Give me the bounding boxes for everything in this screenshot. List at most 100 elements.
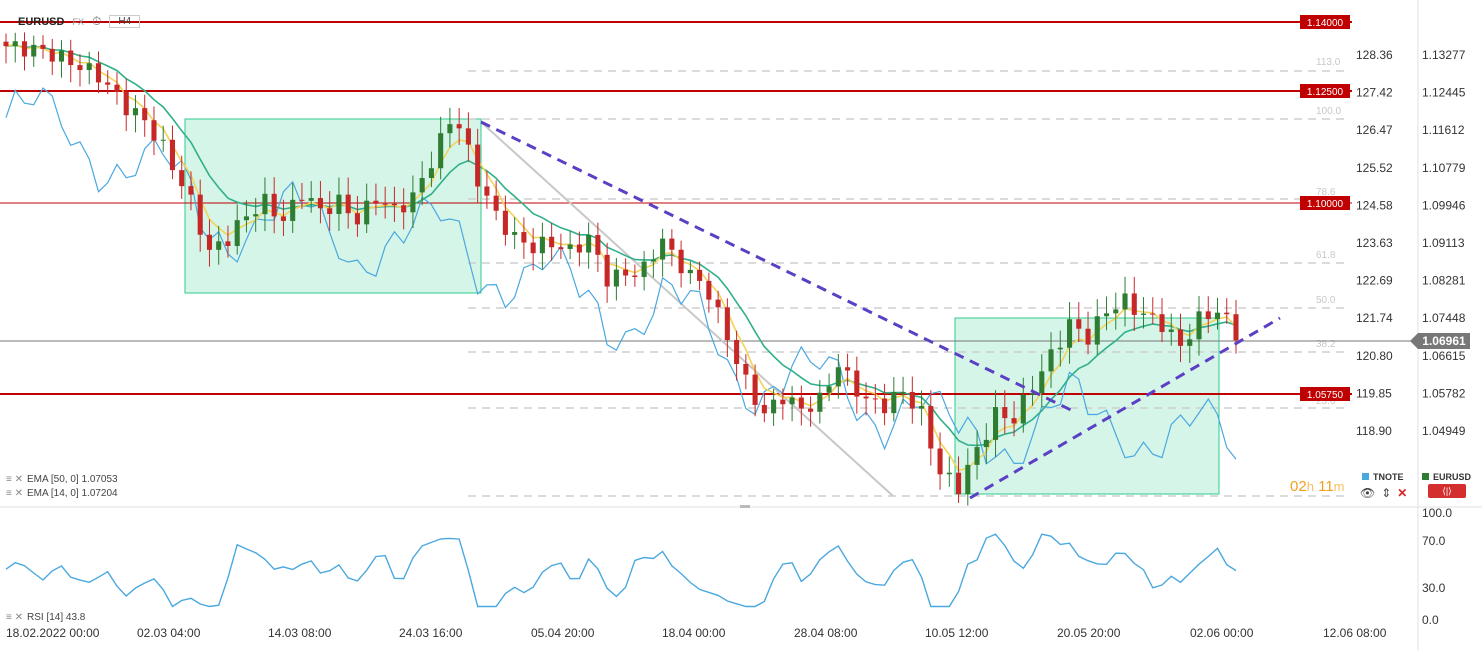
- candle: [845, 367, 851, 371]
- candle: [1094, 316, 1100, 345]
- candle: [993, 407, 999, 440]
- ema50-line: [5, 44, 1237, 447]
- candle: [206, 234, 213, 250]
- ema14-legend[interactable]: ≡ ✕ EMA [14, 0] 1.07204: [6, 488, 118, 499]
- candle: [539, 236, 545, 254]
- legend-tnote[interactable]: TNOTE: [1362, 472, 1404, 482]
- fibonacci-label: 100.0: [1316, 106, 1341, 117]
- candle: [530, 242, 536, 254]
- tnote-tick-label: 120.80: [1356, 349, 1393, 363]
- candle: [549, 236, 555, 248]
- legend-eurusd[interactable]: EURUSD: [1422, 472, 1471, 482]
- fibonacci-label: 113.0: [1316, 57, 1341, 68]
- ema50-legend[interactable]: ≡ ✕ EMA [50, 0] 1.07053: [6, 474, 118, 485]
- current-price-label: 1.06961: [1422, 334, 1466, 348]
- time-tick-label: 20.05 20:00: [1057, 626, 1121, 640]
- candle: [826, 386, 832, 393]
- candle: [21, 41, 28, 57]
- legend-swatch: [1362, 473, 1369, 480]
- candle: [558, 247, 564, 249]
- candle: [789, 397, 795, 405]
- candle: [502, 210, 508, 235]
- candle: [114, 84, 120, 92]
- timeframe-selector[interactable]: H4: [109, 15, 141, 28]
- candle: [641, 261, 647, 278]
- sort-icon[interactable]: ⇕: [1381, 486, 1392, 500]
- candle: [299, 199, 305, 201]
- clock-icon[interactable]: ⏱: [91, 14, 102, 28]
- remove-icon[interactable]: ≡ ✕: [6, 474, 23, 485]
- price-tick-label: 1.11612: [1422, 123, 1465, 137]
- rsi-line: [5, 533, 1237, 608]
- candle: [280, 216, 286, 221]
- candles-style-button[interactable]: ⟨|⟩: [1428, 484, 1466, 498]
- eye-icon[interactable]: 👁: [1360, 486, 1376, 500]
- candle: [354, 213, 360, 225]
- legend-swatch: [1422, 473, 1429, 480]
- tnote-tick-label: 124.58: [1356, 198, 1393, 212]
- candle: [974, 447, 980, 465]
- price-tick-label: 1.09113: [1422, 236, 1465, 250]
- symbol-label[interactable]: EURUSD: [18, 15, 65, 28]
- candle: [1103, 313, 1110, 317]
- candle: [1122, 293, 1128, 310]
- candle: [567, 244, 573, 249]
- candle: [243, 216, 249, 221]
- candle: [40, 44, 46, 49]
- candle: [3, 41, 9, 47]
- candle: [1057, 347, 1063, 350]
- time-tick-label: 05.04 20:00: [531, 626, 595, 640]
- candle: [1159, 314, 1165, 332]
- candle: [604, 254, 610, 287]
- candle: [308, 198, 314, 201]
- price-level-tag: [1300, 84, 1350, 98]
- candle: [1066, 319, 1073, 348]
- candle: [900, 391, 906, 393]
- price-level-tag: [1300, 15, 1350, 29]
- candle: [475, 144, 481, 187]
- candle: [576, 244, 582, 253]
- candle: [761, 404, 767, 414]
- candle: [465, 128, 471, 145]
- tnote-tick-label: 127.42: [1356, 86, 1393, 100]
- rsi-legend[interactable]: ≡ ✕ RSI [14] 43.8: [6, 612, 85, 623]
- remove-icon[interactable]: ≡ ✕: [6, 488, 23, 499]
- candle: [946, 472, 952, 475]
- time-tick-label: 18.02.2022 00:00: [6, 626, 100, 640]
- candle: [613, 269, 619, 287]
- candle: [1214, 312, 1221, 320]
- candle: [327, 208, 333, 214]
- candle: [650, 259, 656, 262]
- ema14-label: EMA [14, 0] 1.07204: [27, 488, 118, 499]
- candle: [660, 238, 666, 260]
- price-tick-label: 1.08281: [1422, 274, 1466, 288]
- candle: [484, 186, 490, 196]
- candle: [983, 439, 989, 448]
- candle: [410, 192, 416, 213]
- candle: [428, 168, 434, 178]
- candle: [1113, 309, 1119, 314]
- price-level-label: 1.12500: [1307, 87, 1344, 98]
- candle: [95, 63, 102, 83]
- candle: [863, 396, 869, 399]
- candle: [1131, 293, 1137, 315]
- candle: [1196, 311, 1202, 340]
- rsi-tick-label: 30.0: [1422, 581, 1446, 595]
- remove-icon[interactable]: ≡ ✕: [6, 612, 23, 623]
- time-tick-label: 28.04 08:00: [794, 626, 858, 640]
- price-tick-label: 1.09946: [1422, 198, 1466, 212]
- candle: [854, 370, 860, 397]
- price-level-label: 1.05750: [1307, 390, 1344, 401]
- price-level-tag: [1300, 196, 1350, 210]
- candle: [262, 193, 268, 215]
- candle: [253, 214, 259, 217]
- candle: [1039, 371, 1045, 394]
- candle: [132, 108, 139, 116]
- tnote-tick-label: 123.63: [1356, 236, 1393, 250]
- candle: [835, 367, 841, 387]
- candle: [817, 392, 823, 412]
- price-level-tag: [1300, 387, 1350, 401]
- close-icon[interactable]: ✕: [1397, 486, 1408, 500]
- candle: [151, 120, 157, 141]
